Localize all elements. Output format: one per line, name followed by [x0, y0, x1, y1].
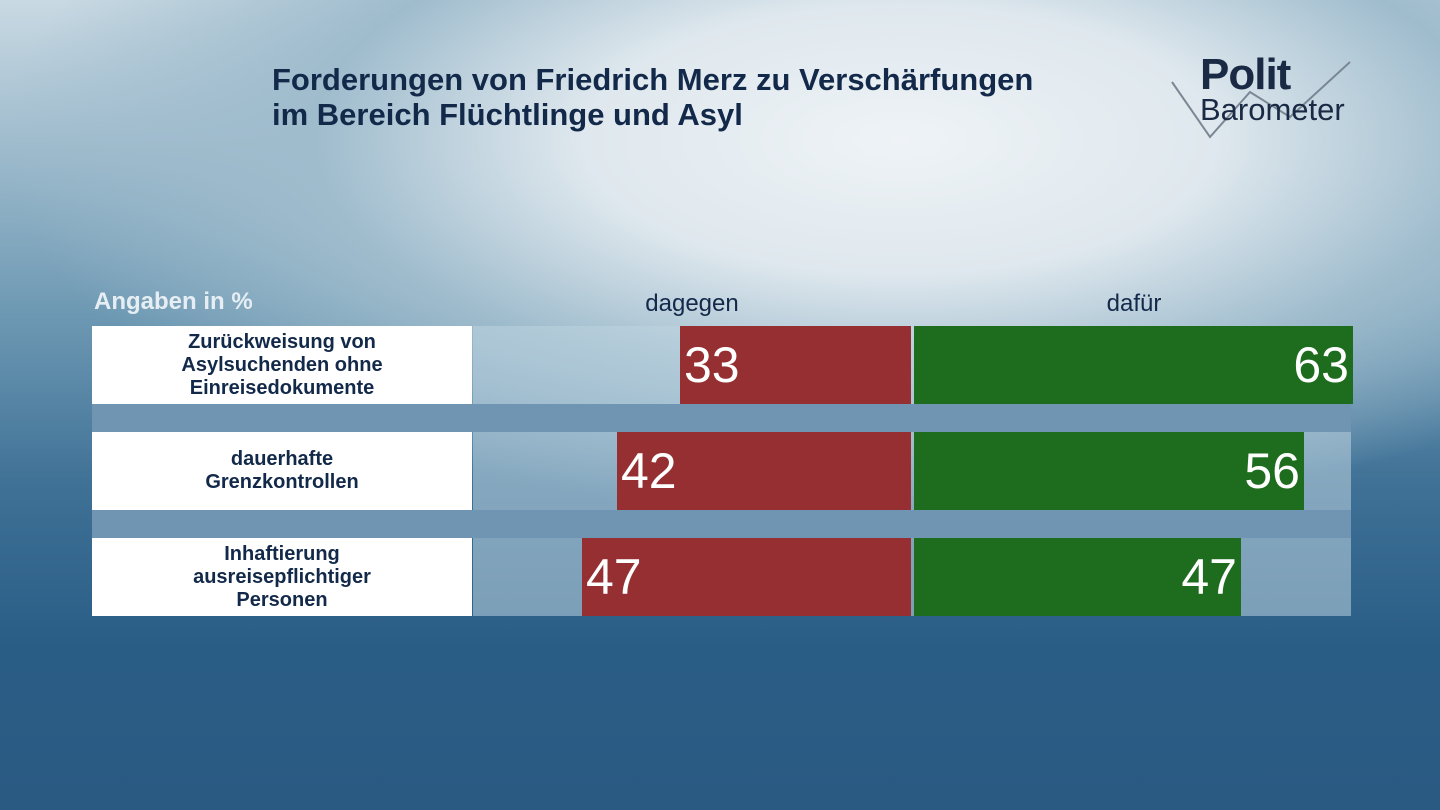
title-line-2: im Bereich Flüchtlinge und Asyl: [272, 97, 743, 132]
data-label-dagegen: 42: [621, 443, 677, 499]
row-separator: [92, 404, 1351, 432]
category-label-line: Personen: [236, 588, 328, 611]
chart-row: dauerhafte Grenzkontrollen 42 56: [92, 432, 1351, 510]
logo-barometer: Barometer: [1200, 92, 1345, 127]
checkmark-icon: [1171, 61, 1351, 139]
category-label-line: ausreisepflichtiger: [193, 565, 371, 588]
chart-row: Zurückweisung von Asylsuchenden ohne Einre…: [92, 326, 1353, 404]
chart-title: Forderungen von Friedrich Merz zu Versch…: [272, 62, 1033, 132]
bar-dagegen: 47: [582, 538, 911, 616]
category-label: Zurückweisung von Asylsuchenden ohne Einre…: [92, 326, 472, 404]
logo-polit: Polit: [1200, 50, 1291, 99]
legend-dafuer: dafür: [1106, 290, 1162, 317]
data-label-dagegen: 33: [684, 337, 740, 393]
category-label-line: Inhaftierung: [224, 542, 340, 565]
bar-dafuer: 47: [914, 538, 1241, 616]
data-label-dafuer: 56: [1244, 443, 1300, 499]
data-label-dagegen: 47: [586, 549, 642, 605]
bar-dafuer: 63: [914, 326, 1353, 404]
unit-label: Angaben in %: [94, 288, 253, 315]
category-label: dauerhafte Grenzkontrollen: [92, 432, 472, 510]
data-label-dafuer: 47: [1181, 549, 1237, 605]
bar-dagegen: 33: [680, 326, 911, 404]
bar-dafuer: 56: [914, 432, 1304, 510]
politbarometer-logo: Polit Barometer: [1170, 50, 1360, 142]
category-label-line: Einreisedokumente: [189, 376, 375, 399]
row-separator: [92, 510, 1351, 538]
category-label-line: Zurückweisung von: [188, 330, 376, 353]
category-label-line: Grenzkontrollen: [205, 471, 359, 493]
category-label: Inhaftierung ausreisepflichtiger Personen: [92, 538, 472, 616]
category-label-line: Asylsuchenden ohne: [181, 353, 383, 376]
chart-row: Inhaftierung ausreisepflichtiger Personen 4…: [92, 538, 1351, 616]
bar-dagegen: 42: [617, 432, 911, 510]
legend-dagegen: dagegen: [645, 290, 739, 317]
title-line-1: Forderungen von Friedrich Merz zu Versch…: [272, 62, 1034, 97]
category-label-line: dauerhafte: [230, 448, 334, 470]
data-label-dafuer: 63: [1293, 337, 1349, 393]
